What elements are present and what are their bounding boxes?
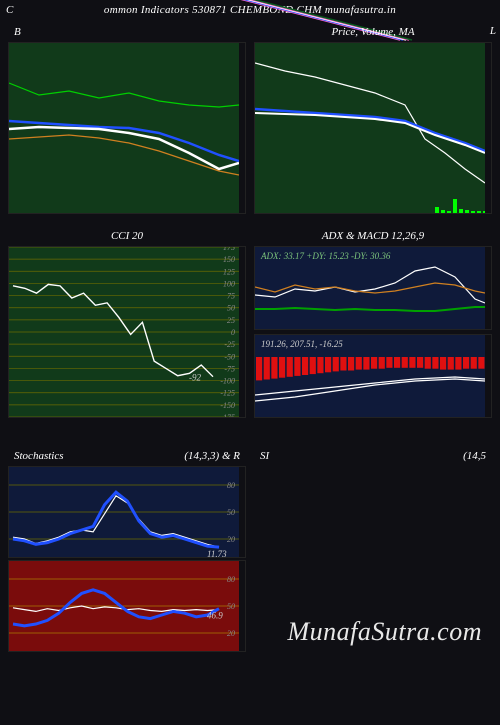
- svg-text:20: 20: [227, 629, 235, 638]
- price2-panel: [254, 42, 492, 214]
- rsi-title: SI (14,5: [254, 448, 492, 466]
- watermark: MunafaSutra.com: [287, 617, 482, 647]
- price2-title: Price, Volume, MA: [254, 24, 492, 42]
- price1-title: B: [8, 24, 246, 42]
- cci-panel: -175 -150 -125 -100 -75 -50 -25 0 25 50 75 100 125 15…: [8, 246, 246, 418]
- stoch-title: Stochastics (14,3,3) & R: [8, 448, 246, 466]
- svg-text:-150: -150: [220, 401, 235, 410]
- svg-text:0: 0: [231, 328, 235, 337]
- svg-text:-25: -25: [224, 340, 235, 349]
- stoch2-panel: 20 50 80 46.9: [8, 560, 246, 652]
- macd-panel: 191.26, 207.51, -16.25: [254, 334, 492, 418]
- svg-text:125: 125: [223, 267, 235, 276]
- svg-text:191.26, 207.51, -16.25: 191.26, 207.51, -16.25: [261, 339, 343, 349]
- svg-text:ADX: 33.17 +DY: 15.23 -DY: 30.: ADX: 33.17 +DY: 15.23 -DY: 30.36: [260, 251, 391, 261]
- svg-text:20: 20: [227, 535, 235, 544]
- svg-text:175: 175: [223, 247, 235, 252]
- stoch1-panel: 20 50 80 11.73: [8, 466, 246, 558]
- adx-panel: ADX: 33.17 +DY: 15.23 -DY: 30.36: [254, 246, 492, 330]
- svg-text:-92: -92: [189, 373, 201, 383]
- svg-text:-75: -75: [224, 364, 235, 373]
- svg-text:-125: -125: [220, 389, 235, 398]
- adx-title: ADX & MACD 12,26,9: [254, 228, 492, 246]
- svg-text:100: 100: [223, 279, 235, 288]
- svg-text:50: 50: [227, 304, 235, 313]
- svg-text:46.9: 46.9: [207, 611, 223, 621]
- svg-text:150: 150: [223, 255, 235, 264]
- svg-text:11.73: 11.73: [207, 549, 227, 557]
- svg-text:50: 50: [227, 508, 235, 517]
- svg-text:-175: -175: [220, 413, 235, 417]
- price1-panel: [8, 42, 246, 214]
- svg-text:80: 80: [227, 481, 235, 490]
- svg-text:80: 80: [227, 575, 235, 584]
- corner-c: C: [6, 4, 13, 16]
- svg-text:50: 50: [227, 602, 235, 611]
- cci-title: CCI 20: [8, 228, 246, 246]
- page-title: ommon Indicators 530871 CHEMBOND CHM mun…: [0, 0, 500, 18]
- svg-text:-50: -50: [224, 352, 235, 361]
- svg-text:75: 75: [227, 292, 235, 301]
- svg-text:-100: -100: [220, 377, 235, 386]
- svg-text:25: 25: [227, 316, 235, 325]
